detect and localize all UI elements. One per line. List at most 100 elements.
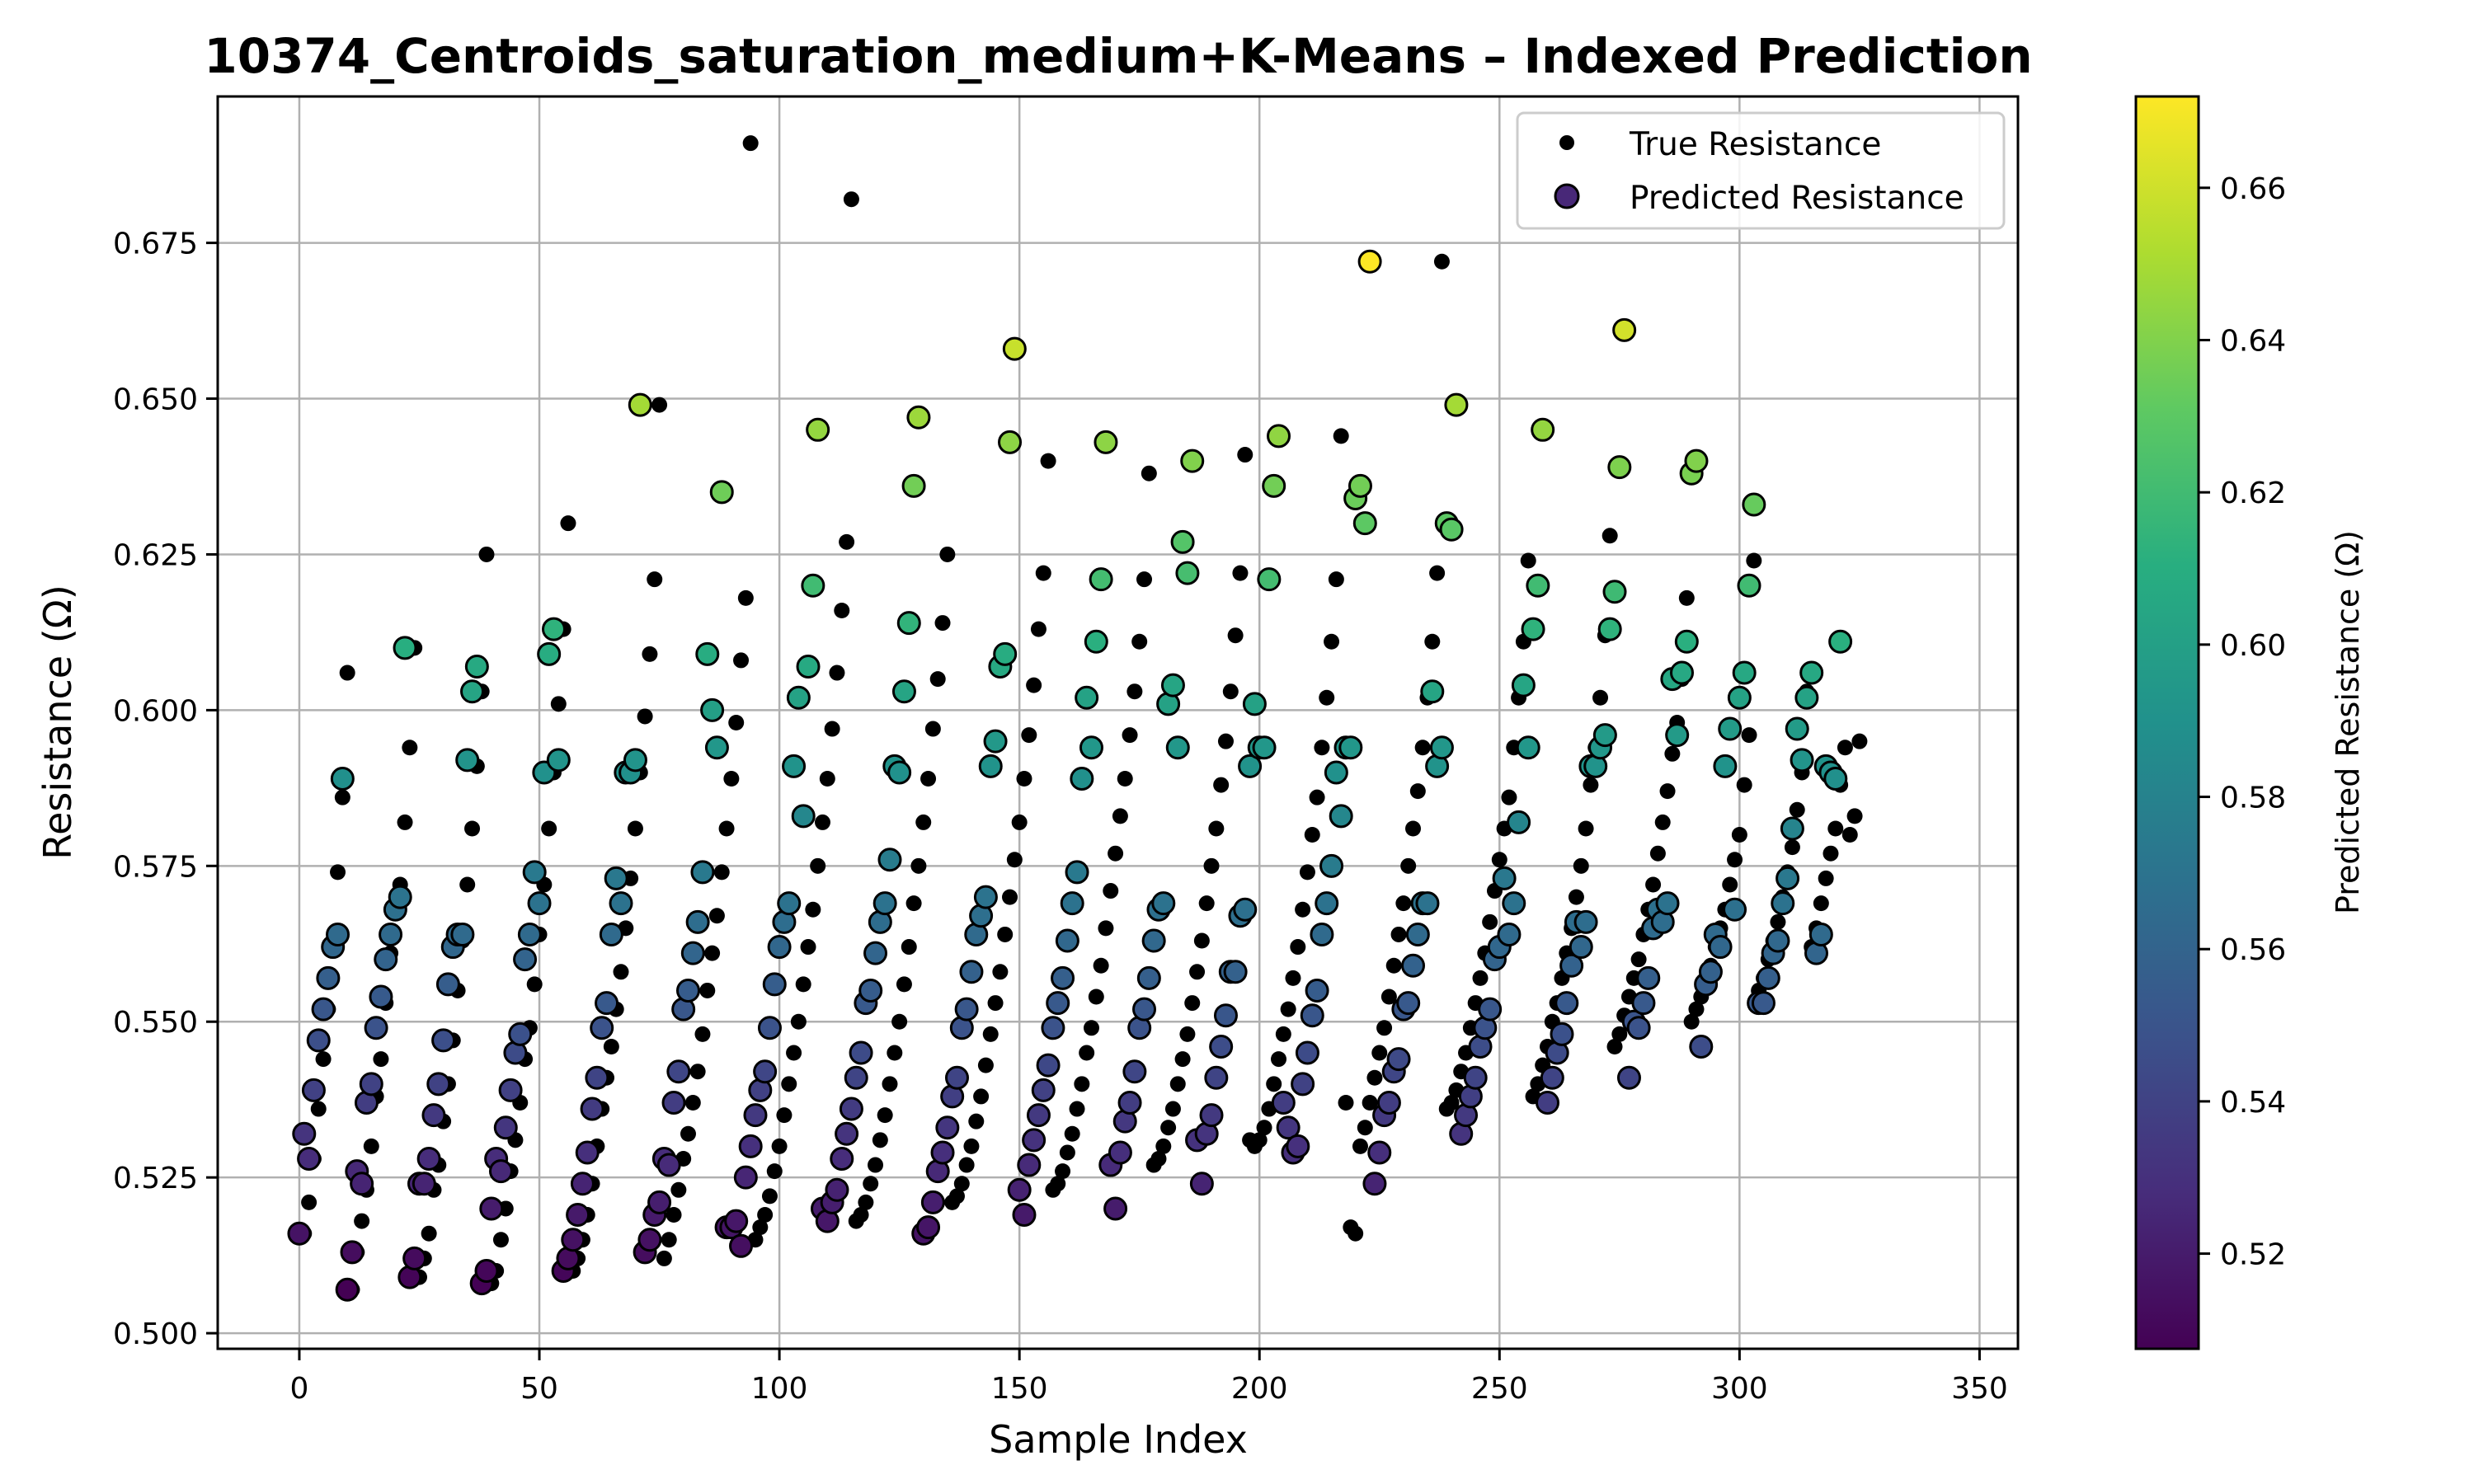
predicted-resistance-point (1386, 1047, 1411, 1072)
predicted-resistance-point (743, 1103, 768, 1128)
true-resistance-point (1150, 1151, 1167, 1167)
predicted-resistance-point (287, 1221, 312, 1246)
true-resistance-point (1208, 820, 1225, 837)
y-tick-label: 0.650 (113, 383, 198, 417)
true-resistance-point (1217, 733, 1234, 749)
true-resistance-point (680, 1125, 696, 1142)
predicted-resistance-point (546, 748, 571, 773)
true-resistance-point (776, 1107, 793, 1124)
true-resistance-point (1823, 845, 1839, 862)
true-resistance-point (1083, 1020, 1099, 1036)
true-resistance-point (948, 1188, 965, 1205)
true-resistance-point (1155, 1138, 1172, 1154)
predicted-resistance-point (1718, 716, 1743, 741)
predicted-resistance-point (887, 760, 912, 785)
true-resistance-point (834, 602, 850, 618)
predicted-resistance-point (1315, 891, 1339, 916)
predicted-resistance-point (566, 1203, 590, 1228)
true-resistance-point (953, 1176, 970, 1192)
predicted-resistance-point (435, 972, 460, 997)
predicted-resistance-point (1233, 897, 1258, 922)
predicted-resistance-point (993, 641, 1018, 666)
true-resistance-point (713, 864, 730, 881)
predicted-resistance-point (1592, 723, 1617, 748)
legend: True Resistance Predicted Resistance (1516, 111, 2006, 230)
predicted-resistance-point (896, 611, 921, 636)
predicted-resistance-point (944, 1065, 969, 1090)
true-resistance-point (742, 135, 759, 152)
predicted-resistance-point (1012, 1203, 1037, 1228)
predicted-resistance-point (292, 1121, 317, 1146)
predicted-resistance-point (416, 1147, 441, 1172)
true-resistance-point (1059, 1144, 1075, 1161)
predicted-resistance-point (450, 922, 475, 946)
true-resistance-point (1731, 827, 1747, 843)
predicted-resistance-point (1079, 735, 1103, 760)
predicted-resistance-point (791, 804, 816, 829)
predicted-resistance-point (690, 860, 715, 885)
predicted-resistance-point (1271, 1090, 1296, 1115)
predicted-resistance-point (1536, 1090, 1560, 1115)
true-resistance-point (1050, 1176, 1066, 1192)
true-resistance-point (1328, 571, 1344, 588)
predicted-resistance-point (1223, 960, 1248, 984)
predicted-resistance-point (1636, 965, 1661, 990)
predicted-resistance-point (825, 1177, 849, 1202)
predicted-resistance-point (585, 1065, 609, 1090)
predicted-resistance-point (1175, 561, 1200, 585)
true-resistance-point (550, 696, 567, 712)
predicted-resistance-point (916, 1215, 941, 1240)
predicted-resistance-point (1060, 891, 1084, 916)
true-resistance-point (1280, 1001, 1296, 1017)
predicted-resistance-point (1420, 679, 1445, 704)
true-resistance-point (1319, 689, 1335, 706)
predicted-resistance-point (1291, 1072, 1315, 1097)
predicted-resistance-point (1559, 953, 1584, 978)
predicted-resistance-point (1165, 735, 1190, 760)
predicted-resistance-point (1463, 1065, 1488, 1090)
true-resistance-point (992, 964, 1009, 980)
true-resistance-point (1385, 957, 1402, 974)
true-resistance-point (651, 397, 668, 413)
true-resistance-point (1232, 565, 1249, 581)
colorbar-tick-label: 0.62 (2220, 477, 2286, 510)
true-resistance-point (752, 1219, 769, 1236)
true-resistance-point (1237, 447, 1253, 463)
predicted-resistance-point (1036, 1053, 1061, 1078)
predicted-resistance-point (1252, 735, 1277, 760)
true-resistance-point (1654, 814, 1671, 830)
true-resistance-point (887, 1045, 903, 1061)
predicted-resistance-point (1007, 1177, 1032, 1202)
predicted-resistance-point (1612, 317, 1637, 342)
true-resistance-point (1395, 895, 1412, 912)
predicted-resistance-point (369, 984, 393, 1009)
predicted-resistance-point (1742, 492, 1766, 517)
legend-pred-label: Predicted Resistance (1630, 180, 1964, 217)
true-resistance-point (560, 515, 576, 532)
predicted-resistance-point (402, 1246, 427, 1270)
predicted-resistance-point (901, 473, 926, 498)
true-resistance-point (694, 1026, 711, 1042)
predicted-resistance-point (374, 947, 398, 972)
true-resistance-point (613, 964, 629, 980)
true-resistance-point (1055, 1163, 1071, 1180)
true-resistance-point (1443, 1094, 1460, 1111)
true-resistance-point (1324, 633, 1340, 650)
predicted-resistance-point (1117, 1090, 1142, 1115)
predicted-resistance-point (1429, 735, 1454, 760)
predicted-resistance-point (1348, 473, 1372, 498)
true-resistance-point (810, 857, 826, 874)
true-resistance-point (1098, 920, 1114, 937)
true-resistance-point (882, 1076, 898, 1092)
predicted-resistance-point (1756, 965, 1780, 990)
predicted-resistance-point (561, 1228, 586, 1252)
true-resistance-point (1227, 627, 1244, 644)
true-resistance-point (637, 708, 653, 725)
true-resistance-point (1030, 621, 1047, 637)
predicted-resistance-point (1405, 922, 1430, 946)
predicted-resistance-point (388, 885, 412, 909)
predicted-resistance-point (1267, 424, 1291, 448)
predicted-resistance-point (1324, 760, 1348, 785)
colorbar-tick-label: 0.64 (2220, 324, 2286, 358)
true-resistance-point (1727, 852, 1743, 868)
